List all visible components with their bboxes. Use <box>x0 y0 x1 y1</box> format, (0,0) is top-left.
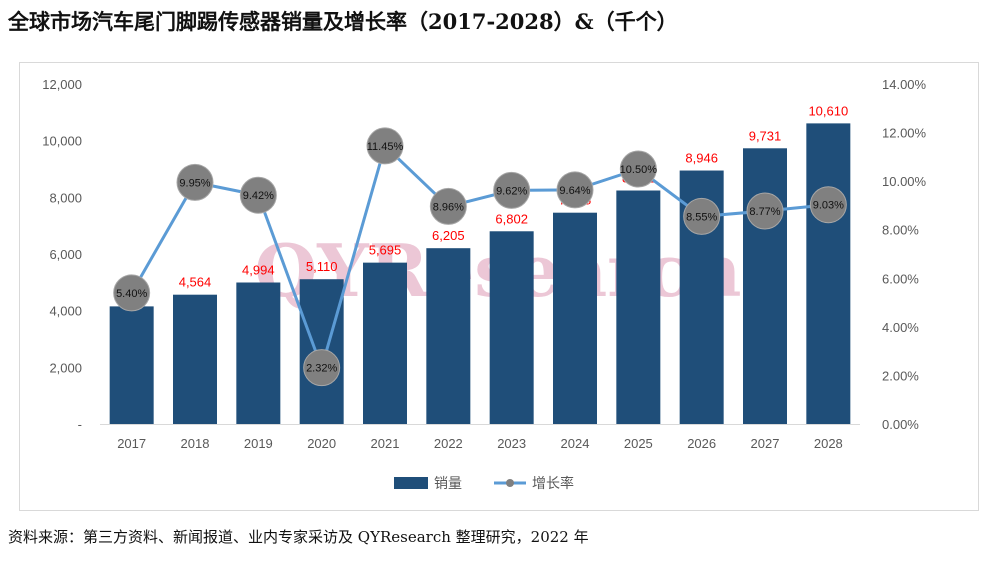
y-left-tick-label: 2,000 <box>49 360 82 375</box>
y-right-tick-label: 2.00% <box>882 368 919 383</box>
y-left-tick-label: 12,000 <box>42 77 82 92</box>
bar-value-label: 8,946 <box>685 151 718 166</box>
x-tick-label: 2017 <box>117 436 146 451</box>
y-left-tick-label: - <box>78 417 82 432</box>
y-right-tick-label: 14.00% <box>882 77 927 92</box>
growth-rate-label: 8.77% <box>749 206 780 218</box>
bar-2023 <box>489 231 534 424</box>
legend-bar-swatch <box>394 477 428 489</box>
chart-svg: QYResearch 4,1514,5644,9945,1105,6956,20… <box>42 77 968 532</box>
bar-2025 <box>616 190 661 424</box>
x-tick-label: 2027 <box>751 436 780 451</box>
y-left-tick-label: 4,000 <box>49 304 82 319</box>
y-right-tick-label: 8.00% <box>882 223 919 238</box>
bar-value-label: 6,802 <box>495 211 528 226</box>
bar-value-label: 5,110 <box>306 259 338 274</box>
y-right-tick-label: 6.00% <box>882 271 919 286</box>
growth-rate-marker <box>113 274 151 312</box>
growth-rate-label: 11.45% <box>367 141 404 153</box>
bar-value-label: 5,695 <box>369 243 402 258</box>
x-tick-label: 2023 <box>497 436 526 451</box>
x-tick-label: 2021 <box>371 436 400 451</box>
growth-rate-marker <box>176 163 214 201</box>
x-tick-label: 2019 <box>244 436 273 451</box>
growth-rate-marker <box>809 186 847 224</box>
bar-2019 <box>236 282 281 424</box>
y-left-tick-label: 6,000 <box>49 247 82 262</box>
x-tick-label: 2022 <box>434 436 463 451</box>
growth-rate-marker <box>683 197 721 235</box>
growth-rate-marker <box>746 192 784 230</box>
growth-rate-label: 8.96% <box>433 201 464 213</box>
legend-line-label: 增长率 <box>532 475 574 491</box>
x-tick-label: 2028 <box>814 436 843 451</box>
growth-rate-marker <box>619 150 657 188</box>
growth-rate-marker <box>239 176 277 214</box>
x-tick-label: 2018 <box>181 436 210 451</box>
y-right-tick-label: 10.00% <box>882 174 927 189</box>
bar-2027 <box>743 148 787 424</box>
x-tick-label: 2025 <box>624 436 653 451</box>
corner-watermark: @恒州博智QYR <box>824 509 968 510</box>
growth-rate-marker <box>366 127 404 165</box>
bar-value-label: 6,205 <box>432 228 465 243</box>
growth-rate-marker <box>493 171 531 209</box>
growth-rate-marker <box>556 171 594 209</box>
growth-rate-label: 10.50% <box>620 164 658 176</box>
legend-bar-label: 销量 <box>434 475 462 491</box>
bar-2024 <box>553 212 597 424</box>
bar-value-label: 4,994 <box>242 263 275 278</box>
bar-2021 <box>363 262 407 424</box>
chart-title: 全球市场汽车尾门脚踢传感器销量及增长率（2017-2028）&（千个） <box>8 9 678 34</box>
legend-line-marker <box>506 479 514 487</box>
bar-value-label: 10,610 <box>808 103 848 118</box>
growth-rate-label: 9.95% <box>179 177 210 189</box>
bar-value-label: 9,731 <box>749 128 782 143</box>
growth-rate-label: 2.32% <box>306 363 337 375</box>
growth-rate-marker <box>429 187 467 225</box>
growth-rate-label: 8.55% <box>686 211 717 223</box>
x-tick-label: 2026 <box>687 436 716 451</box>
y-right-tick-label: 12.00% <box>882 126 927 141</box>
growth-rate-label: 9.03% <box>813 200 844 212</box>
y-right-tick-label: 0.00% <box>882 417 919 432</box>
growth-rate-label: 9.64% <box>559 185 590 197</box>
bar-2028 <box>806 123 851 424</box>
growth-rate-label: 9.42% <box>243 190 274 202</box>
bar-2018 <box>173 294 217 424</box>
growth-rate-label: 9.62% <box>496 185 527 197</box>
growth-rate-label: 5.40% <box>116 288 147 300</box>
bar-2022 <box>426 248 471 424</box>
y-left-tick-label: 10,000 <box>42 134 82 149</box>
y-left-tick-label: 8,000 <box>49 190 82 205</box>
growth-rate-marker <box>303 349 341 387</box>
source-note: 资料来源：第三方资料、新闻报道、业内专家采访及 QYResearch 整理研究，… <box>8 528 589 546</box>
bar-value-label: 4,564 <box>179 275 212 290</box>
x-tick-label: 2020 <box>307 436 336 451</box>
y-right-tick-label: 4.00% <box>882 320 919 335</box>
chart-panel: QYResearch 4,1514,5644,9945,1105,6956,20… <box>19 62 979 532</box>
bar-2017 <box>109 306 154 424</box>
x-tick-label: 2024 <box>561 436 590 451</box>
